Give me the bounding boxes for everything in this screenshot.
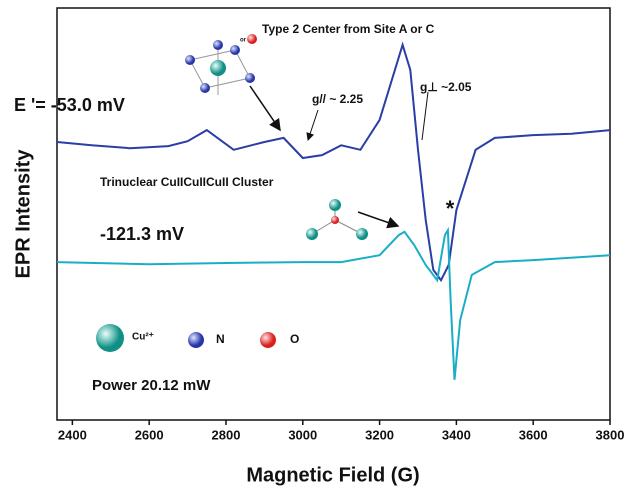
x-tick-label: 2400: [58, 427, 87, 442]
annotation: -121.3 mV: [100, 224, 184, 244]
y-axis-label: EPR Intensity: [12, 149, 34, 279]
annotation: E '= -53.0 mV: [14, 95, 125, 115]
plot-frame: [56, 7, 611, 421]
series-line: [56, 226, 611, 380]
svg-text:or: or: [240, 38, 247, 44]
annotation: O: [290, 332, 299, 346]
x-tick-label: 3800: [596, 427, 625, 442]
x-tick-label: 3600: [519, 427, 548, 442]
annotation: Type 2 Center from Site A or C: [262, 22, 435, 36]
annotation: N: [216, 332, 225, 346]
series-line: [56, 41, 611, 283]
icons: or: [96, 34, 429, 352]
annotation: *: [446, 196, 455, 221]
annotation: Trinuclear CuIICuIICuII Cluster: [100, 175, 274, 189]
annotation: Cu²⁺: [132, 332, 154, 343]
x-tick-label: 3200: [365, 427, 394, 442]
annotation: g⊥ ~2.05: [420, 80, 472, 94]
annotation: g// ~ 2.25: [312, 92, 363, 106]
x-axis-label: Magnetic Field (G): [246, 464, 419, 486]
annotation: Power 20.12 mW: [92, 377, 211, 394]
x-tick-label: 3400: [442, 427, 471, 442]
x-tick-label: 2800: [212, 427, 241, 442]
x-tick-label: 2600: [135, 427, 164, 442]
x-tick-label: 3000: [288, 427, 317, 442]
